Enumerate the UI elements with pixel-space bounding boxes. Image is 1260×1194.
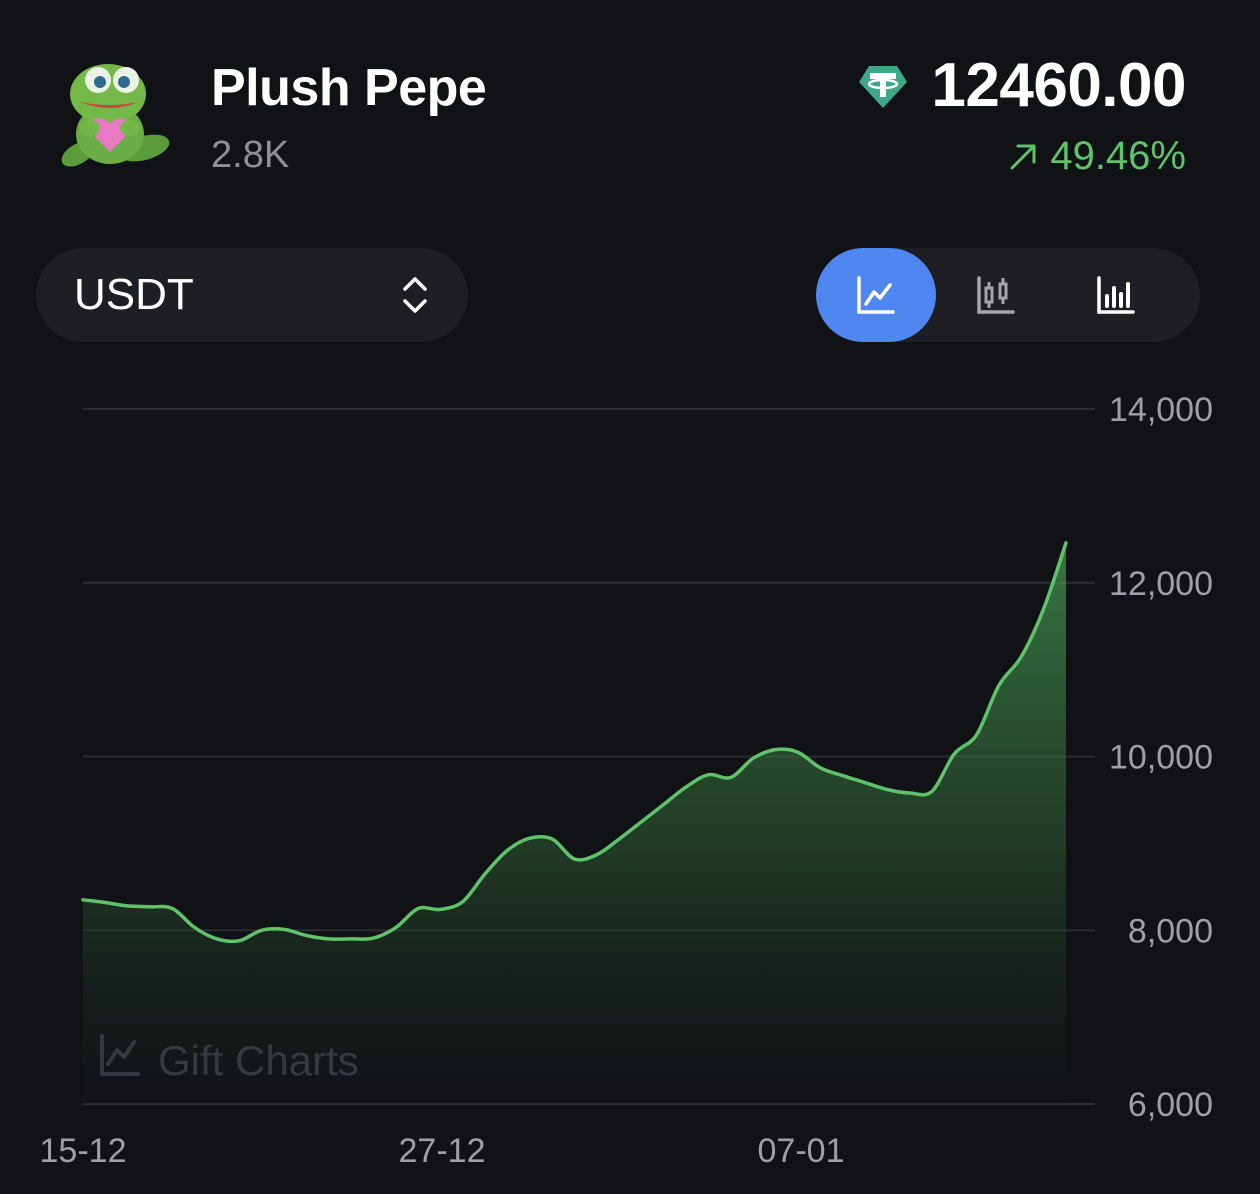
page-title: Plush Pepe <box>211 59 487 117</box>
price-display: 12460.00 <box>857 50 1186 121</box>
currency-label: USDT <box>74 270 194 319</box>
price-value: 12460.00 <box>931 51 1186 120</box>
chevron-up-down-icon <box>403 277 427 313</box>
watermark-chart-icon <box>100 1034 140 1076</box>
item-count: 2.8K <box>211 134 290 176</box>
price-area <box>83 542 1066 1104</box>
arrow-up-right-icon <box>1010 144 1036 169</box>
line-chart-button[interactable] <box>816 248 936 342</box>
candlestick-chart-icon <box>977 276 1015 314</box>
y-tick-label: 10,000 <box>1109 739 1213 777</box>
line-chart-icon <box>857 276 895 314</box>
x-tick-label: 27-12 <box>399 1132 486 1170</box>
watermark: Gift Charts <box>100 1034 359 1084</box>
x-tick-label: 15-12 <box>40 1132 127 1170</box>
price-chart: 14,000 12,000 10,000 8,000 6,000 15-12 27-12 0… <box>40 391 1213 1170</box>
avatar <box>52 56 176 174</box>
price-line <box>81 541 1068 944</box>
y-tick-label: 12,000 <box>1109 565 1213 603</box>
y-tick-label: 8,000 <box>1128 912 1213 950</box>
price-change: 49.46% <box>1008 134 1186 179</box>
bar-chart-icon <box>1097 276 1135 314</box>
chart-type-switcher <box>816 248 1200 342</box>
tether-icon <box>859 65 908 108</box>
watermark-text: Gift Charts <box>158 1037 359 1084</box>
y-tick-label: 6,000 <box>1128 1086 1213 1124</box>
candlestick-chart-button[interactable] <box>936 248 1056 342</box>
y-tick-label: 14,000 <box>1109 391 1213 429</box>
currency-select[interactable]: USDT <box>36 248 468 342</box>
bar-chart-button[interactable] <box>1056 248 1176 342</box>
change-value: 49.46% <box>1050 134 1186 178</box>
x-tick-label: 07-01 <box>758 1132 845 1170</box>
